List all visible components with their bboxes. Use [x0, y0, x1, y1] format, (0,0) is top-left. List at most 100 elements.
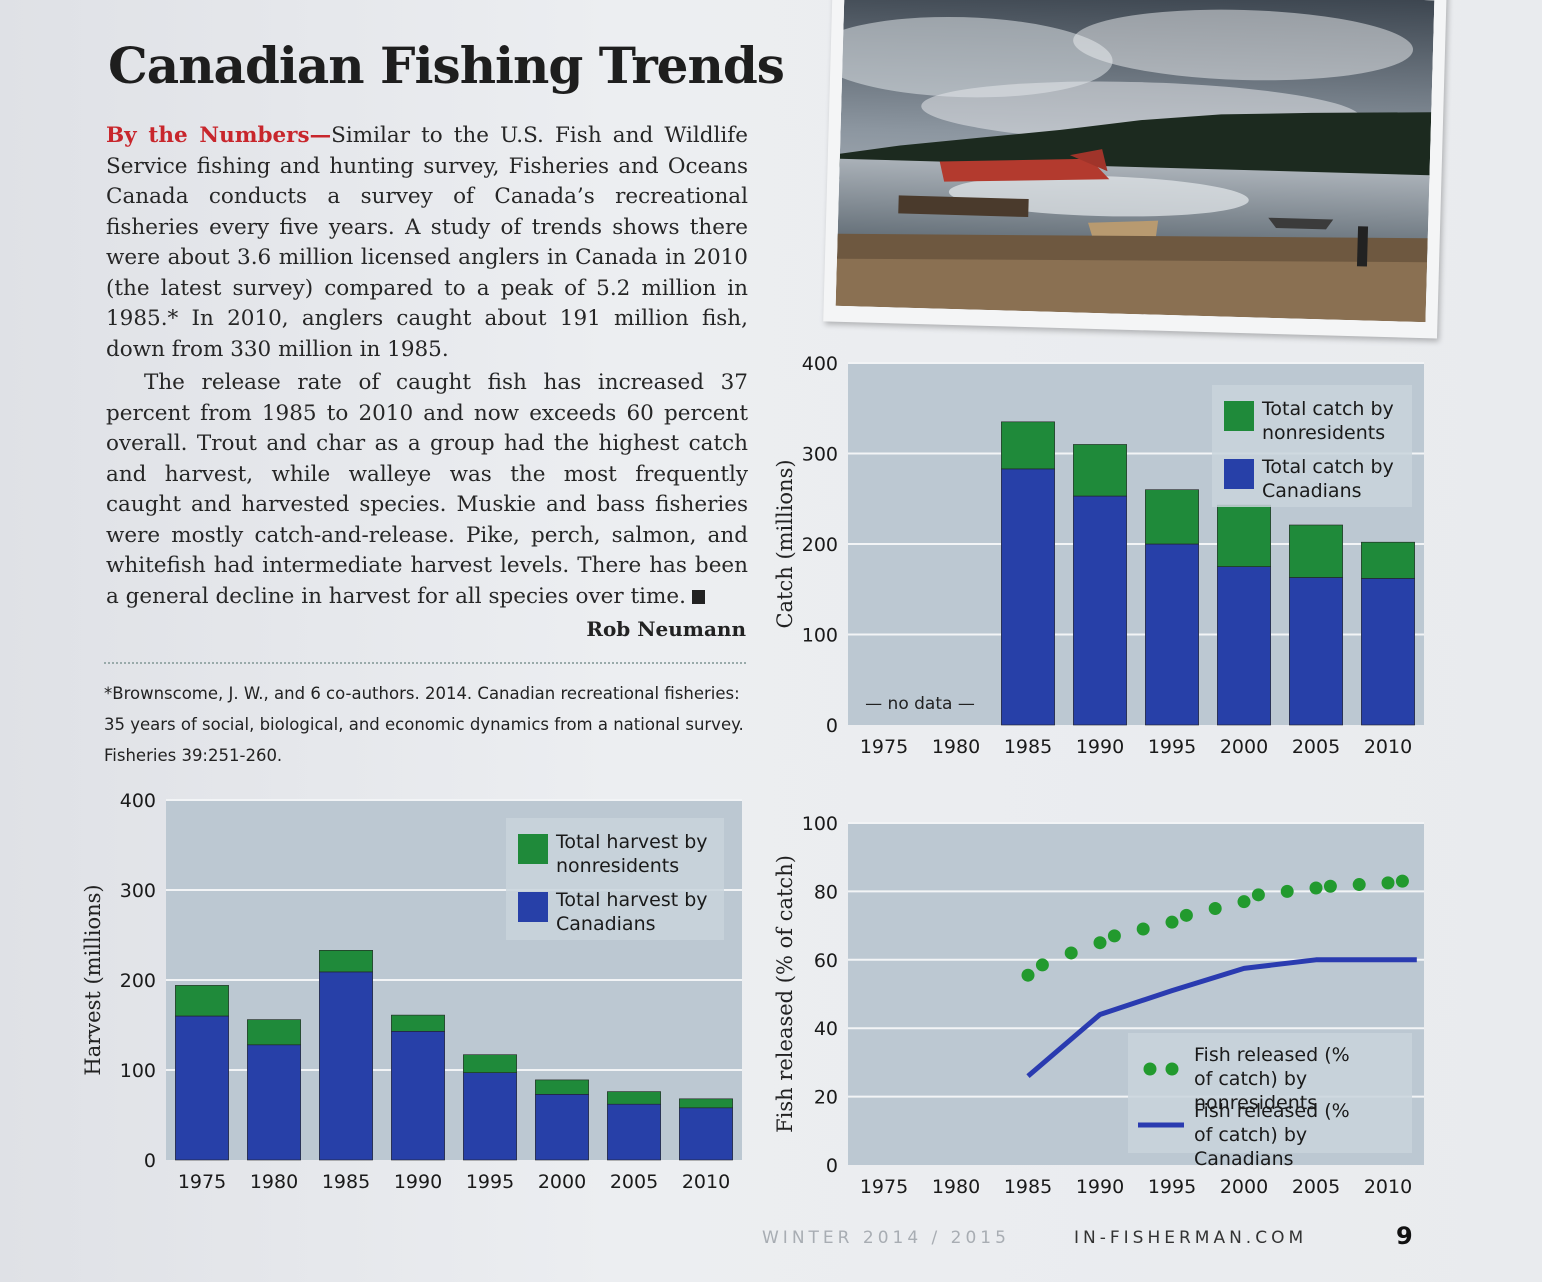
released-dot-nonresidents — [1179, 908, 1193, 922]
y-tick-label: 200 — [802, 534, 838, 556]
y-tick-label: 0 — [826, 1155, 838, 1177]
photo-frame — [823, 0, 1447, 339]
x-tick-label: 2000 — [538, 1171, 586, 1193]
harvest-bar-nonresidents-2000 — [535, 1079, 589, 1095]
catch-bar-nonresidents-2000 — [1217, 504, 1271, 567]
y-tick-label: 100 — [802, 813, 838, 835]
article-paragraph-2: The release rate of caught fish has incr… — [106, 368, 748, 612]
harvest-bar-nonresidents-1995 — [463, 1054, 517, 1074]
x-tick-label: 1990 — [394, 1171, 442, 1193]
released-dot-nonresidents — [1251, 888, 1265, 902]
released-dot-nonresidents — [1395, 874, 1409, 888]
legend-dot — [1165, 1062, 1179, 1076]
x-tick-label: 2005 — [610, 1171, 658, 1193]
released-legend: Fish released (% of catch) by nonresidents… — [1128, 1033, 1412, 1170]
x-tick-label: 2005 — [1292, 736, 1340, 758]
y-tick-label: 200 — [120, 970, 156, 992]
paragraph-1-text: Similar to the U.S. Fish and Wildlife Se… — [106, 123, 748, 362]
lake-photo-illustration — [835, 0, 1435, 323]
legend-dots-symbol — [1143, 1062, 1179, 1076]
y-tick-label: 60 — [814, 950, 838, 972]
released-legend-background — [1128, 1033, 1412, 1153]
catch-y-axis-label: Catch (millions) — [773, 459, 797, 628]
legend-label-released-canadians: Fish released (% of catch) by Canadians — [1194, 1100, 1350, 1170]
catch-bar-nonresidents-1985 — [1001, 421, 1055, 470]
harvest-chart: 0 100 200 300 400 1975 1980 1985 1990 1995 2000 20… — [81, 790, 742, 1193]
lead-in: By the Numbers— — [106, 123, 332, 148]
released-dot-nonresidents — [1136, 922, 1150, 936]
y-tick-label: 100 — [120, 1060, 156, 1082]
harvest-bar-canadians-1975 — [175, 1015, 229, 1161]
released-dot-nonresidents — [1352, 878, 1366, 892]
legend-label-catch-nonresidents: Total catch by nonresidents — [1261, 398, 1394, 444]
footer-site: IN-FISHERMAN.COM — [1074, 1228, 1308, 1248]
released-dot-nonresidents — [1165, 915, 1179, 929]
legend-label-harvest-canadians: Total harvest by Canadians — [555, 889, 708, 935]
catch-chart: 0 100 200 300 400 1975 1980 1985 1990 1995 2000 20… — [773, 353, 1424, 758]
x-tick-label: 1980 — [250, 1171, 298, 1193]
harvest-bar-canadians-2000 — [535, 1093, 589, 1161]
y-tick-label: 300 — [120, 880, 156, 902]
x-tick-label: 1980 — [932, 1176, 980, 1198]
x-tick-label: 2000 — [1220, 736, 1268, 758]
catch-bar-nonresidents-2005 — [1289, 524, 1343, 578]
released-dot-nonresidents — [1381, 876, 1395, 890]
y-tick-label: 400 — [120, 790, 156, 812]
harvest-bar-canadians-1985 — [319, 971, 373, 1161]
x-tick-label: 1975 — [860, 736, 908, 758]
harvest-bar-nonresidents-1975 — [175, 985, 229, 1017]
catch-bar-canadians-1985 — [1001, 468, 1055, 726]
catch-bar-canadians-1995 — [1145, 543, 1199, 726]
y-tick-label: 400 — [802, 353, 838, 375]
catch-bar-nonresidents-1995 — [1145, 489, 1199, 545]
lake-photo — [835, 0, 1435, 323]
catch-bar-nonresidents-1990 — [1073, 444, 1127, 497]
y-tick-label: 0 — [144, 1150, 156, 1172]
paragraph-2-text: The release rate of caught fish has incr… — [106, 370, 748, 609]
x-tick-label: 1975 — [860, 1176, 908, 1198]
y-tick-label: 80 — [814, 881, 838, 903]
catch-legend: Total catch by nonresidents Total catch b… — [1212, 385, 1412, 507]
harvest-bar-canadians-1990 — [391, 1031, 445, 1161]
x-tick-label: 1995 — [466, 1171, 514, 1193]
x-tick-label: 1985 — [1004, 1176, 1052, 1198]
y-tick-label: 0 — [826, 715, 838, 737]
harvest-y-axis-label: Harvest (millions) — [81, 884, 105, 1075]
released-dot-nonresidents — [1093, 936, 1107, 950]
released-dot-nonresidents — [1035, 958, 1049, 972]
legend-label-released-nonresidents: Fish released (% of catch) by nonresidents — [1194, 1044, 1350, 1114]
divider — [104, 662, 746, 664]
harvest-bar-nonresidents-1980 — [247, 1019, 301, 1046]
x-tick-label: 1995 — [1148, 1176, 1196, 1198]
byline: Rob Neumann — [586, 617, 746, 641]
x-tick-label: 1990 — [1076, 1176, 1124, 1198]
x-tick-label: 2010 — [1364, 736, 1412, 758]
legend-label-harvest-nonresidents: Total harvest by nonresidents — [555, 831, 708, 877]
harvest-bar-nonresidents-1990 — [391, 1014, 445, 1032]
released-dot-nonresidents — [1309, 881, 1323, 895]
harvest-legend: Total harvest by nonresidents Total harve… — [506, 818, 724, 940]
x-tick-label: 2010 — [1364, 1176, 1412, 1198]
catch-bar-nonresidents-2010 — [1361, 541, 1415, 579]
article-paragraph-1: By the Numbers—Similar to the U.S. Fish … — [106, 121, 748, 365]
y-tick-label: 100 — [802, 625, 838, 647]
footnote: *Brownscome, J. W., and 6 co-authors. 20… — [104, 684, 744, 765]
legend-swatch-nonresidents — [518, 834, 548, 864]
harvest-bar-canadians-1980 — [247, 1044, 301, 1161]
y-tick-label: 20 — [814, 1087, 838, 1109]
catch-bar-canadians-2000 — [1217, 566, 1271, 726]
catch-no-data-annotation: — no data — — [865, 694, 975, 714]
legend-label-catch-canadians: Total catch by Canadians — [1261, 456, 1394, 502]
released-dot-nonresidents — [1280, 884, 1294, 898]
harvest-bar-canadians-2005 — [607, 1103, 661, 1161]
released-dot-nonresidents — [1208, 902, 1222, 915]
x-tick-label: 2005 — [1292, 1176, 1340, 1198]
released-dot-nonresidents — [1107, 929, 1121, 943]
released-chart: 0 20 40 60 80 100 1975 1980 1985 1990 1995 2000 200… — [773, 813, 1424, 1198]
harvest-bar-nonresidents-2005 — [607, 1091, 661, 1105]
legend-swatch-nonresidents — [1224, 401, 1254, 431]
released-line-canadians — [1026, 957, 1417, 1078]
footer-issue: WINTER 2014 / 2015 — [762, 1228, 1010, 1248]
harvest-bar-canadians-1995 — [463, 1072, 517, 1161]
released-dot-nonresidents — [1237, 895, 1251, 909]
